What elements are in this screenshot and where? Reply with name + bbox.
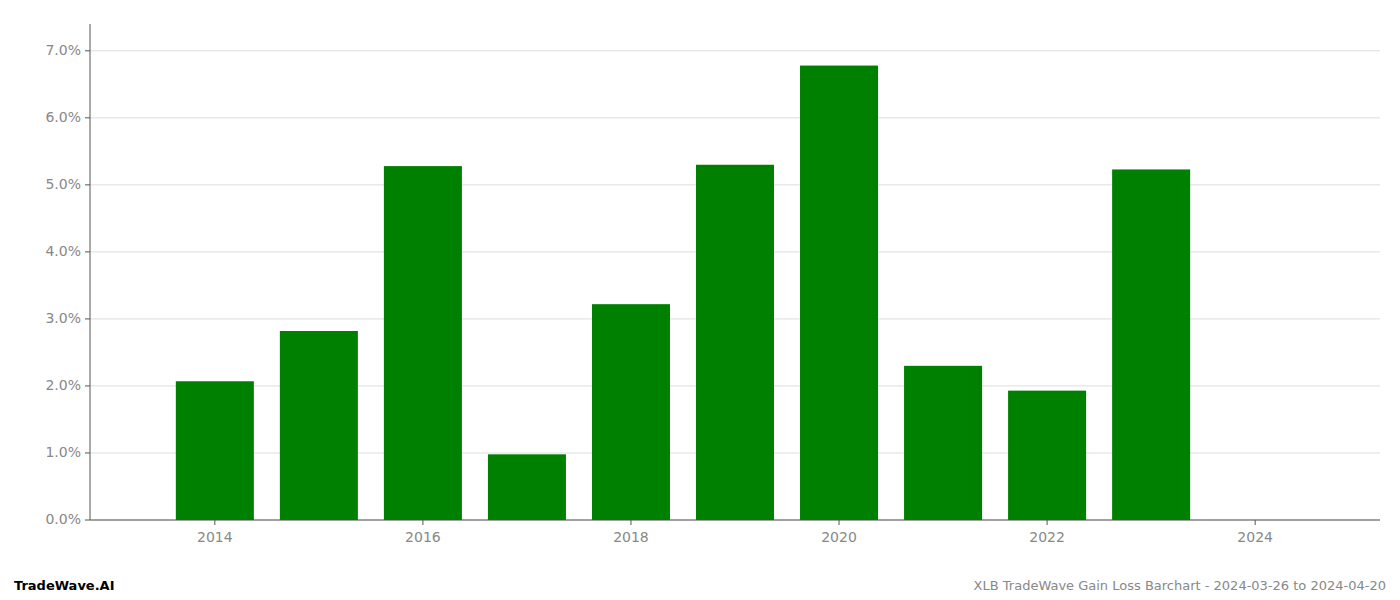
y-tick bbox=[85, 385, 90, 386]
x-tick-label: 2014 bbox=[197, 529, 233, 545]
x-tick bbox=[630, 520, 631, 525]
y-tick-label: 1.0% bbox=[45, 444, 81, 460]
grid-line bbox=[90, 117, 1380, 118]
footer-right: XLB TradeWave Gain Loss Barchart - 2024-… bbox=[974, 578, 1386, 593]
y-tick bbox=[85, 318, 90, 319]
y-tick-label: 2.0% bbox=[45, 377, 81, 393]
y-tick bbox=[85, 452, 90, 453]
y-tick bbox=[85, 184, 90, 185]
grid bbox=[90, 51, 1380, 520]
y-tick bbox=[85, 520, 90, 521]
bar bbox=[800, 66, 878, 520]
bar bbox=[1112, 169, 1190, 520]
axes: 0.0% 1.0% 2.0% 3.0% 4.0% 5.0% 6.0% 7.0% 2014 2016… bbox=[45, 24, 1380, 545]
y-tick-label: 3.0% bbox=[45, 310, 81, 326]
x-tick-label: 2020 bbox=[821, 529, 857, 545]
y-tick-label: 0.0% bbox=[45, 511, 81, 527]
x-tick-label: 2022 bbox=[1029, 529, 1065, 545]
bar bbox=[280, 331, 358, 520]
bar bbox=[696, 165, 774, 520]
bar bbox=[1008, 391, 1086, 520]
y-tick bbox=[85, 50, 90, 51]
x-tick bbox=[214, 520, 215, 525]
bar bbox=[904, 366, 982, 520]
bar bbox=[384, 166, 462, 520]
y-tick bbox=[85, 117, 90, 118]
chart-svg: 0.0% 1.0% 2.0% 3.0% 4.0% 5.0% 6.0% 7.0% 2014 2016… bbox=[0, 0, 1400, 600]
x-tick bbox=[1255, 520, 1256, 525]
y-tick-label: 7.0% bbox=[45, 42, 81, 58]
y-tick-label: 4.0% bbox=[45, 243, 81, 259]
x-tick-label: 2024 bbox=[1237, 529, 1273, 545]
y-tick-label: 5.0% bbox=[45, 176, 81, 192]
x-tick bbox=[839, 520, 840, 525]
bar bbox=[176, 381, 254, 520]
chart-container: 0.0% 1.0% 2.0% 3.0% 4.0% 5.0% 6.0% 7.0% 2014 2016… bbox=[0, 0, 1400, 600]
grid-line bbox=[90, 50, 1380, 51]
y-tick bbox=[85, 251, 90, 252]
footer-left: TradeWave.AI bbox=[14, 578, 115, 593]
bar bbox=[488, 454, 566, 520]
bar bbox=[592, 304, 670, 520]
y-tick-label: 6.0% bbox=[45, 109, 81, 125]
x-tick-label: 2018 bbox=[613, 529, 649, 545]
bars bbox=[176, 66, 1190, 520]
x-tick bbox=[1047, 520, 1048, 525]
x-tick bbox=[422, 520, 423, 525]
x-tick-label: 2016 bbox=[405, 529, 441, 545]
y-axis-line bbox=[90, 24, 91, 520]
